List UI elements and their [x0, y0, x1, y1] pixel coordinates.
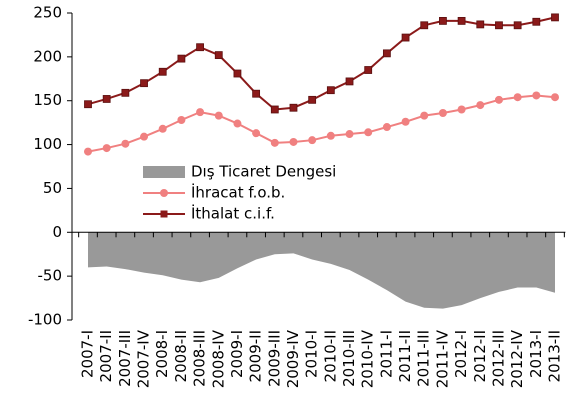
x-tick-label: 2008-IV: [209, 329, 227, 388]
x-tick-label: 2012-III: [489, 330, 507, 387]
x-tick-label: 2009-IV: [284, 329, 302, 388]
marker: [289, 137, 298, 146]
line: [87, 16, 556, 111]
x-tick-label: 2011-I: [377, 330, 395, 378]
marker: [121, 88, 130, 97]
x-tick-label: 2011-II: [396, 330, 414, 382]
marker: [102, 144, 111, 153]
marker: [214, 51, 223, 60]
marker: [177, 54, 186, 63]
marker: [345, 77, 354, 86]
x-tick-label: 2010-II: [321, 330, 339, 382]
marker: [345, 130, 354, 139]
marker: [326, 131, 335, 140]
marker: [84, 100, 92, 109]
x-tick-label: 2007-IV: [135, 329, 153, 388]
marker: [495, 21, 503, 30]
x-tick-label: 2008-III: [191, 330, 209, 387]
x-tick-label: 2009-II: [247, 330, 265, 382]
marker: [457, 105, 466, 114]
x-tick-label: 2008-II: [172, 330, 190, 382]
marker: [420, 21, 429, 30]
marker: [457, 16, 466, 25]
legend-label: Dış Ticaret Dengesi: [191, 163, 336, 181]
marker: [158, 67, 167, 76]
x-tick-label: 2010-IV: [359, 329, 377, 388]
x-tick-label: 2009-I: [228, 330, 246, 378]
marker: [158, 124, 167, 133]
marker: [233, 119, 242, 128]
marker: [401, 33, 410, 42]
x-tick-label: 2012-IV: [508, 329, 526, 388]
marker: [382, 49, 391, 58]
marker: [252, 129, 261, 138]
y-tick-label: 0: [52, 223, 62, 241]
x-tick-label: 2011-III: [415, 330, 433, 387]
marker: [121, 139, 130, 148]
y-tick-label: 150: [33, 91, 62, 109]
marker: [214, 111, 223, 120]
y-tick-label: 50: [43, 179, 62, 197]
marker: [364, 128, 373, 137]
marker: [420, 111, 429, 120]
line: [87, 94, 556, 153]
marker: [551, 13, 559, 22]
marker: [364, 66, 373, 74]
marker: [270, 105, 279, 114]
legend-marker: [160, 210, 168, 218]
marker: [140, 132, 149, 141]
marker: [513, 21, 522, 30]
marker: [382, 123, 391, 132]
legend-label: İhracat f.o.b.: [191, 183, 285, 202]
marker: [476, 101, 485, 110]
marker: [551, 93, 559, 102]
marker: [140, 79, 148, 88]
y-tick-label: -50: [38, 267, 63, 285]
x-tick-label: 2010-I: [303, 330, 321, 378]
legend-swatch: [143, 166, 185, 178]
marker: [476, 20, 485, 29]
marker: [438, 108, 447, 117]
x-tick-label: 2009-III: [265, 330, 283, 387]
x-tick-label: 2011-IV: [433, 329, 451, 388]
x-tick-label: 2010-III: [340, 330, 358, 387]
y-tick-label: 100: [33, 135, 62, 153]
marker: [401, 117, 410, 126]
marker: [196, 108, 205, 117]
marker: [252, 89, 261, 98]
x-tick-label: 2007-I: [79, 330, 97, 378]
marker: [289, 103, 298, 112]
marker: [84, 147, 92, 156]
marker: [439, 16, 447, 25]
y-tick-label: 250: [33, 4, 62, 22]
marker: [308, 95, 317, 104]
y-tick-label: 200: [33, 47, 62, 65]
marker: [494, 95, 503, 104]
x-tick-label: 2007-II: [97, 330, 115, 382]
marker: [532, 17, 541, 26]
x-tick-label: 2008-I: [153, 330, 171, 378]
marker: [308, 136, 317, 145]
marker: [102, 95, 111, 103]
y-tick-label: -100: [28, 311, 62, 329]
x-tick-label: 2013-I: [527, 330, 545, 378]
marker: [513, 93, 522, 102]
x-tick-label: 2012-II: [471, 330, 489, 382]
x-tick-label: 2007-III: [116, 330, 134, 387]
marker: [270, 138, 279, 147]
x-tick-label: 2013-II: [546, 330, 564, 382]
marker: [177, 116, 186, 125]
marker: [196, 43, 204, 52]
marker: [233, 69, 242, 78]
marker: [532, 91, 541, 100]
area: [88, 232, 555, 309]
x-tick-label: 2012-I: [452, 330, 470, 378]
legend-label: İthalat c.i.f.: [191, 204, 275, 223]
legend-marker: [160, 189, 168, 197]
marker: [326, 86, 335, 95]
